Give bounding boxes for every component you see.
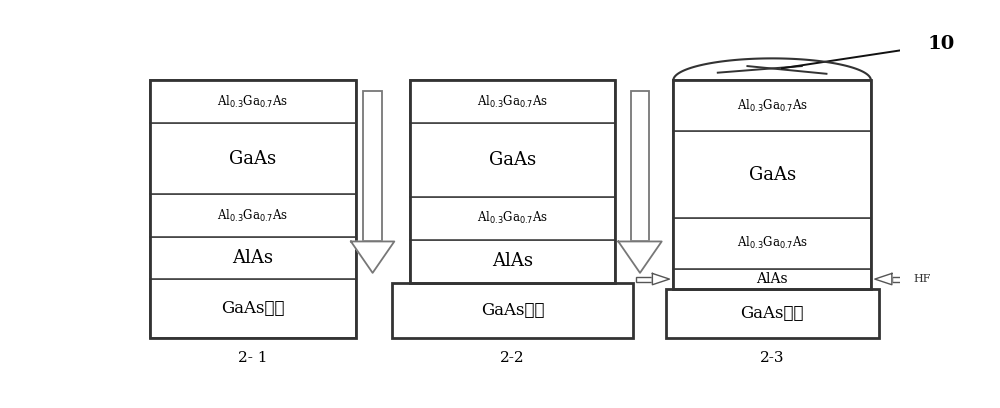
Polygon shape bbox=[875, 273, 892, 285]
Text: Al$_{0.3}$Ga$_{0.7}$As: Al$_{0.3}$Ga$_{0.7}$As bbox=[477, 210, 548, 226]
Text: Al$_{0.3}$Ga$_{0.7}$As: Al$_{0.3}$Ga$_{0.7}$As bbox=[737, 235, 808, 251]
Text: 10: 10 bbox=[927, 35, 954, 53]
Bar bbox=[150, 194, 356, 237]
Bar bbox=[150, 80, 356, 123]
Text: HF: HF bbox=[914, 274, 931, 284]
Polygon shape bbox=[652, 273, 669, 285]
Bar bbox=[673, 131, 871, 218]
Bar bbox=[392, 283, 633, 338]
Text: Al$_{0.3}$Ga$_{0.7}$As: Al$_{0.3}$Ga$_{0.7}$As bbox=[477, 94, 548, 110]
Bar bbox=[892, 277, 908, 282]
Polygon shape bbox=[618, 242, 662, 273]
Text: Al$_{0.3}$Ga$_{0.7}$As: Al$_{0.3}$Ga$_{0.7}$As bbox=[737, 98, 808, 114]
Text: 2-3: 2-3 bbox=[760, 351, 784, 366]
Bar bbox=[673, 218, 871, 269]
Text: GaAs课底: GaAs课底 bbox=[740, 305, 804, 322]
Bar bbox=[150, 237, 356, 279]
Bar bbox=[410, 80, 615, 124]
Bar bbox=[363, 91, 382, 242]
Text: GaAs: GaAs bbox=[749, 166, 796, 184]
Text: Al$_{0.3}$Ga$_{0.7}$As: Al$_{0.3}$Ga$_{0.7}$As bbox=[217, 207, 288, 224]
Text: Al$_{0.3}$Ga$_{0.7}$As: Al$_{0.3}$Ga$_{0.7}$As bbox=[217, 93, 288, 109]
Bar bbox=[150, 123, 356, 194]
Bar bbox=[150, 279, 356, 338]
Bar bbox=[666, 289, 879, 338]
Bar bbox=[631, 91, 649, 242]
Text: GaAs: GaAs bbox=[229, 149, 276, 168]
Text: GaAs: GaAs bbox=[489, 151, 536, 169]
Bar bbox=[410, 240, 615, 283]
Text: 2- 1: 2- 1 bbox=[238, 351, 268, 366]
Bar bbox=[636, 277, 652, 282]
Bar bbox=[410, 80, 615, 283]
Bar bbox=[410, 197, 615, 240]
Bar bbox=[150, 80, 356, 338]
Polygon shape bbox=[351, 242, 394, 273]
Bar bbox=[673, 80, 871, 131]
Bar bbox=[673, 269, 871, 289]
Bar bbox=[410, 124, 615, 197]
Text: AlAs: AlAs bbox=[232, 249, 273, 267]
Text: AlAs: AlAs bbox=[492, 253, 533, 271]
Text: GaAs课底: GaAs课底 bbox=[221, 300, 285, 317]
Text: 2-2: 2-2 bbox=[500, 351, 525, 366]
Text: GaAs课底: GaAs课底 bbox=[481, 302, 544, 319]
Bar bbox=[673, 80, 871, 289]
Text: AlAs: AlAs bbox=[756, 272, 788, 286]
